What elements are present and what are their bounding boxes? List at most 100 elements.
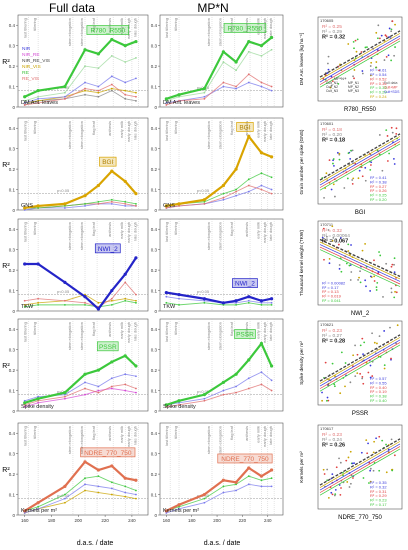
scatter-point (364, 166, 367, 169)
data-point (37, 99, 40, 102)
trait-label: Spike density (163, 404, 196, 410)
r2-annotation-bottom: R² = 0.32 (370, 484, 387, 489)
data-point (203, 399, 206, 402)
scatter-y-label: DM Ant. leaves [kg ha⁻¹] (299, 33, 305, 85)
y-tick-label: 0 (154, 208, 157, 213)
scatter-point (371, 375, 374, 377)
data-point (247, 73, 250, 76)
scatter-point (347, 43, 350, 45)
threshold-label: p<0.05 (197, 188, 210, 193)
panel-full-2: 0 0.1 0.2 0.3 0.4 last tillering tillering stem… (9, 117, 149, 213)
scatter-point (382, 296, 384, 298)
data-point (23, 206, 27, 210)
y-tick-label: 0.3 (151, 248, 158, 253)
data-point (84, 205, 86, 207)
data-point (247, 466, 251, 470)
stage-label: last tillering (164, 322, 169, 342)
scatter-point (381, 169, 384, 172)
y-tick-label: 0.2 (9, 368, 16, 373)
data-point (37, 95, 40, 98)
stage-label: early dough (126, 121, 131, 142)
r2-annotation-bottom: R² = 0.31 (370, 489, 387, 494)
data-point (164, 403, 168, 407)
data-point (222, 393, 225, 396)
data-point (124, 202, 127, 205)
data-point (247, 377, 250, 380)
scatter-point (335, 466, 338, 469)
stage-label: last tillering (164, 426, 169, 446)
stage-label: tillering (32, 121, 37, 134)
scatter-point (329, 86, 332, 89)
regression-line (319, 133, 401, 181)
scatter-point (393, 257, 396, 260)
panel-full-3: 0 0.1 0.2 0.3 0.4 last tillering tillering stem… (9, 218, 149, 314)
stage-label: flag leaf (91, 425, 96, 440)
regression-line (319, 30, 401, 78)
trait-label: DM Ant. leaves (21, 100, 58, 106)
data-point (269, 468, 274, 472)
data-point (178, 297, 180, 300)
stage-label: anthesis (107, 222, 112, 237)
regression-line (319, 35, 401, 83)
data-point (124, 495, 127, 498)
scatter-point (362, 477, 365, 479)
data-point (64, 95, 66, 98)
scatter-point (324, 361, 327, 364)
y-tick-label: 0.2 (151, 368, 158, 373)
stage-label: last tillering (23, 222, 28, 242)
scatter-point (361, 175, 364, 178)
y-tick-label: 0.2 (151, 268, 158, 273)
scatter-point (321, 391, 323, 394)
data-point (203, 501, 206, 504)
scatter-point (350, 244, 352, 246)
scatter-point (375, 61, 378, 63)
data-point (270, 379, 273, 382)
series-line (24, 199, 137, 209)
series-line (24, 294, 137, 306)
y-tick-label: 0 (12, 513, 15, 518)
scatter-point (369, 74, 372, 77)
y-tick-label: 0.3 (151, 147, 158, 152)
stage-label: early milk (255, 18, 260, 35)
data-point (97, 67, 100, 70)
data-point (124, 81, 127, 84)
data-point (110, 297, 113, 300)
stage-label: anthesis (107, 426, 112, 441)
y-tick-label: 0.4 (151, 23, 158, 28)
scatter-point (369, 168, 372, 171)
data-point (203, 95, 206, 98)
stage-label: flag leaf (229, 321, 234, 336)
data-point (23, 512, 26, 514)
scatter-point (368, 482, 370, 484)
scatter-point (386, 135, 389, 137)
scatter-point (378, 469, 381, 472)
data-point (135, 489, 137, 492)
stage-label: stem elongation (206, 121, 211, 149)
scatter-point (326, 468, 329, 471)
data-point (23, 299, 26, 302)
data-point (247, 39, 251, 44)
data-point (124, 383, 127, 386)
scatter-point (361, 249, 364, 252)
scatter-y-label: Thousand kernel weight (TKW) (299, 230, 305, 297)
highlight-box (94, 243, 121, 254)
scatter-y-label: Grain number per spike (GNS) (299, 129, 305, 194)
data-point (135, 493, 137, 496)
data-point (260, 485, 263, 488)
stage-label: late dough (268, 121, 273, 140)
scatter-point (364, 46, 367, 49)
scatter-point (345, 262, 348, 265)
data-point (135, 301, 137, 304)
y-tick-label: 0 (12, 208, 15, 213)
data-point (110, 37, 114, 42)
scatter-legend-item: MP_N3 (348, 89, 359, 93)
series-line (24, 300, 137, 308)
highlight-label: PSSR (236, 332, 254, 339)
scatter-point (347, 456, 350, 459)
data-point (64, 497, 66, 500)
data-point (23, 403, 26, 406)
data-point (97, 491, 100, 494)
scatter-point (352, 354, 355, 357)
series-line (24, 88, 137, 104)
